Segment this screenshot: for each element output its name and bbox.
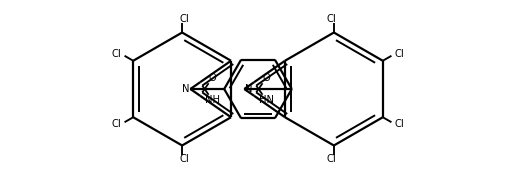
Text: NH: NH <box>205 95 220 105</box>
Text: HN: HN <box>259 95 274 105</box>
Text: O: O <box>208 73 216 83</box>
Text: Cl: Cl <box>180 14 189 24</box>
Text: Cl: Cl <box>112 49 121 59</box>
Text: Cl: Cl <box>395 119 404 129</box>
Text: Cl: Cl <box>327 14 336 24</box>
Text: Cl: Cl <box>180 154 189 164</box>
Text: Cl: Cl <box>395 49 404 59</box>
Text: O: O <box>263 73 270 83</box>
Text: Cl: Cl <box>327 154 336 164</box>
Text: N: N <box>182 84 189 94</box>
Text: Cl: Cl <box>112 119 121 129</box>
Text: N: N <box>245 84 253 94</box>
